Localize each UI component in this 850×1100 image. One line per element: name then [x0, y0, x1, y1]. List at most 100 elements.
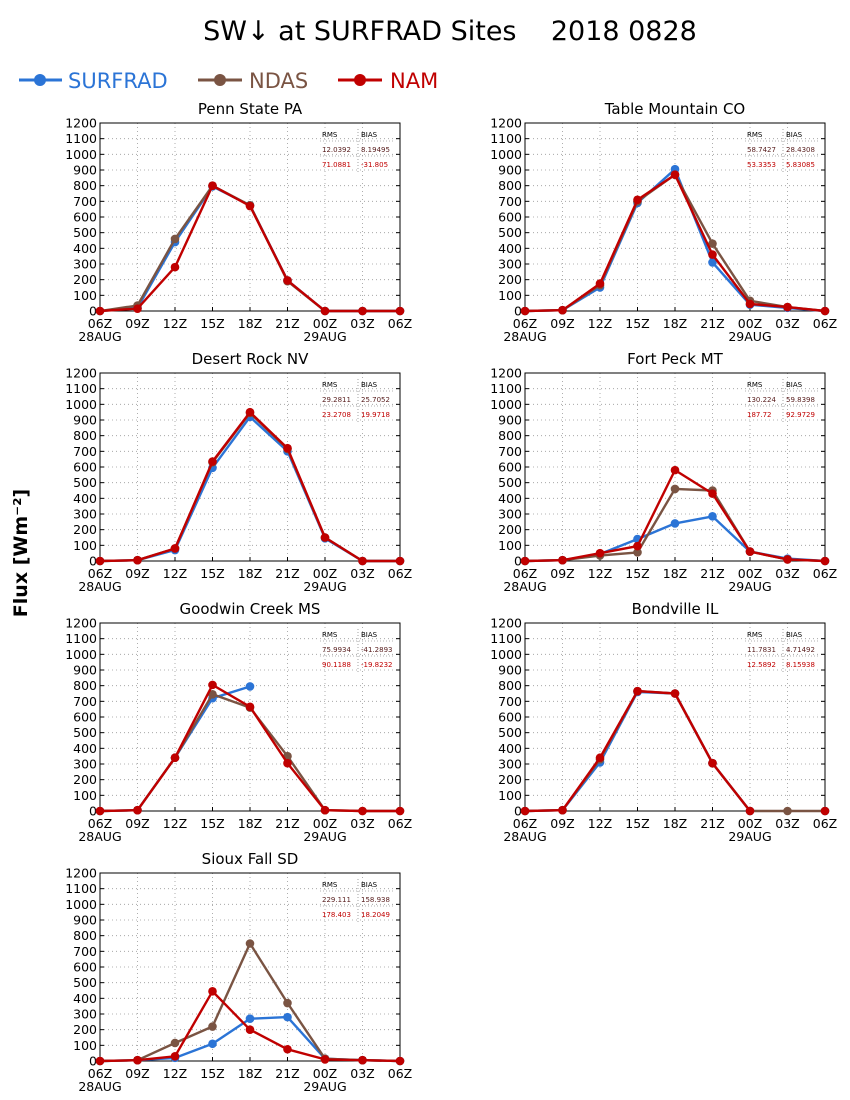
- data-point-ndas: [208, 1022, 217, 1031]
- data-point-ndas: [670, 484, 680, 494]
- y-tick-label: 900: [498, 663, 522, 678]
- data-point-nam: [520, 806, 530, 816]
- y-tick-label: 1000: [65, 147, 97, 162]
- x-date-label: 28AUG: [78, 1079, 121, 1094]
- legend-marker-ndas: [214, 74, 226, 86]
- y-tick-label: 1000: [65, 647, 97, 662]
- panel-title: Fort Peck MT: [627, 350, 723, 368]
- data-point-nam: [283, 1044, 292, 1054]
- panel-title: Table Mountain CO: [604, 100, 746, 118]
- y-tick-label: 100: [498, 788, 522, 803]
- stats-nam-rms: 53.3353: [747, 161, 776, 169]
- x-tick-label: 15Z: [625, 816, 649, 831]
- data-point-nam: [283, 758, 292, 768]
- y-tick-label: 300: [73, 1007, 97, 1022]
- y-tick-label: 100: [498, 288, 522, 303]
- data-point-nam: [283, 443, 292, 453]
- x-date-label: 28AUG: [78, 829, 121, 844]
- y-tick-label: 0: [514, 554, 522, 569]
- y-tick-label: 700: [498, 444, 522, 459]
- stats-header-bias: BIAS: [361, 381, 378, 389]
- y-tick-label: 1200: [65, 116, 97, 131]
- data-point-ndas: [633, 548, 642, 557]
- x-tick-label: 12Z: [163, 316, 187, 331]
- stats-ndas-bias: 25.7052: [361, 396, 390, 404]
- panel-title: Desert Rock NV: [192, 350, 309, 368]
- x-tick-label: 03Z: [350, 566, 374, 581]
- x-tick-label: 15Z: [200, 1066, 224, 1081]
- series-line-ndas: [99, 411, 400, 563]
- x-tick-label: 12Z: [588, 316, 612, 331]
- stats-box: RMS BIAS 229.111 158.938 178.403 18.2049: [320, 879, 394, 923]
- x-tick-label: 15Z: [625, 566, 649, 581]
- panel-3: Fort Peck MT 0100200300400500600700800900…: [490, 350, 837, 594]
- legend-item-ndas: NDAS: [198, 69, 308, 93]
- data-point-nam: [633, 195, 642, 205]
- stats-ndas-bias: 28.4308: [786, 146, 815, 154]
- y-tick-label: 800: [73, 178, 97, 193]
- legend-label-surfrad: SURFRAD: [68, 69, 168, 93]
- y-tick-label: 200: [73, 772, 97, 787]
- stats-ndas-rms: 12.0392: [322, 146, 351, 154]
- x-tick-label: 06Z: [388, 566, 412, 581]
- data-point-nam: [95, 556, 105, 566]
- x-tick-label: 15Z: [200, 316, 224, 331]
- data-point-nam: [358, 1055, 367, 1065]
- x-tick-label: 06Z: [813, 566, 837, 581]
- stats-nam-rms: 23.2708: [322, 411, 351, 419]
- stats-nam-bias: 92.9729: [786, 411, 815, 419]
- x-tick-label: 03Z: [775, 816, 799, 831]
- stats-box: RMS BIAS 75.9934 -41.2893 90.1188 -19.8232: [320, 629, 394, 673]
- y-tick-label: 200: [73, 1022, 97, 1037]
- data-point-nam: [95, 1056, 105, 1066]
- x-tick-label: 21Z: [275, 316, 299, 331]
- data-point-nam: [170, 544, 180, 553]
- data-point-nam: [595, 548, 605, 558]
- x-tick-label: 12Z: [163, 1066, 187, 1081]
- data-point-nam: [95, 806, 105, 816]
- y-tick-label: 1200: [65, 366, 97, 381]
- x-tick-label: 09Z: [125, 316, 149, 331]
- y-tick-label: 300: [498, 257, 522, 272]
- y-tick-label: 400: [498, 241, 522, 256]
- data-point-nam: [670, 689, 680, 698]
- y-tick-label: 700: [73, 444, 97, 459]
- x-date-label: 28AUG: [503, 329, 546, 344]
- panel-4: Goodwin Creek MS 010020030040050060070080…: [65, 600, 412, 844]
- y-tick-label: 900: [73, 913, 97, 928]
- x-tick-label: 06Z: [388, 816, 412, 831]
- data-point-nam: [283, 276, 292, 285]
- series-line-surfrad: [99, 685, 251, 813]
- y-tick-label: 500: [73, 725, 97, 740]
- data-point-surfrad: [245, 682, 255, 691]
- x-tick-label: 18Z: [663, 316, 687, 331]
- data-point-surfrad: [670, 519, 680, 528]
- x-tick-label: 06Z: [88, 1066, 112, 1081]
- x-tick-label: 21Z: [700, 816, 724, 831]
- y-tick-label: 400: [73, 241, 97, 256]
- stats-ndas-rms: 229.111: [322, 896, 351, 904]
- series-line-surfrad: [524, 167, 826, 313]
- series-ndas: [95, 939, 405, 1066]
- y-tick-label: 600: [498, 710, 522, 725]
- data-point-nam: [820, 806, 830, 816]
- x-tick-label: 03Z: [350, 316, 374, 331]
- x-tick-label: 03Z: [775, 566, 799, 581]
- data-point-ndas: [708, 239, 717, 248]
- data-point-nam: [170, 1052, 180, 1061]
- x-tick-label: 15Z: [200, 816, 224, 831]
- y-tick-label: 0: [89, 304, 97, 319]
- stats-header-bias: BIAS: [786, 381, 803, 389]
- data-point-nam: [820, 306, 830, 316]
- x-tick-label: 00Z: [738, 316, 762, 331]
- data-point-nam: [708, 489, 717, 498]
- x-tick-label: 00Z: [313, 316, 337, 331]
- y-tick-label: 900: [498, 163, 522, 178]
- y-tick-label: 100: [498, 538, 522, 553]
- x-tick-label: 18Z: [663, 566, 687, 581]
- data-point-nam: [320, 805, 330, 815]
- data-point-surfrad: [208, 1039, 217, 1049]
- y-tick-label: 0: [89, 804, 97, 819]
- panel-2: Desert Rock NV 01002003004005006007008009…: [65, 350, 412, 594]
